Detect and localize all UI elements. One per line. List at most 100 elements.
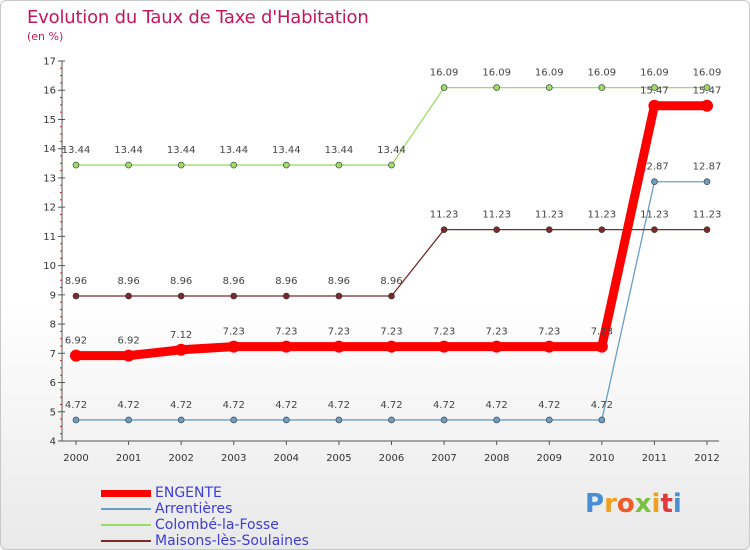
legend-item: Colombé-la-Fosse bbox=[101, 517, 309, 533]
data-point bbox=[125, 416, 132, 424]
data-point bbox=[545, 416, 553, 424]
y-tick-label: 13 bbox=[43, 173, 56, 184]
legend-swatch bbox=[101, 524, 151, 526]
data-point bbox=[230, 416, 238, 424]
logo-letter: x bbox=[634, 489, 652, 519]
x-tick-label: 2008 bbox=[484, 453, 509, 464]
data-point bbox=[598, 416, 606, 424]
data-label: 4.72 bbox=[170, 400, 192, 411]
x-tick-label: 2002 bbox=[168, 453, 193, 464]
y-tick-label: 11 bbox=[43, 232, 56, 243]
legend-swatch bbox=[101, 489, 151, 497]
legend-swatch bbox=[101, 508, 151, 510]
data-label: 11.23 bbox=[588, 210, 617, 221]
data-point bbox=[122, 349, 135, 362]
data-label: 7.12 bbox=[170, 330, 192, 341]
data-label: 16.09 bbox=[535, 68, 564, 79]
logo-letter: o bbox=[616, 489, 635, 519]
logo-letter: t bbox=[660, 489, 673, 519]
data-label: 8.96 bbox=[328, 276, 350, 287]
data-label: 8.96 bbox=[275, 276, 297, 287]
y-tick-label: 9 bbox=[50, 290, 56, 301]
data-point bbox=[388, 161, 395, 169]
legend-label: Maisons-lès-Soulaines bbox=[155, 533, 309, 549]
data-point bbox=[125, 161, 132, 169]
data-label: 15.47 bbox=[640, 86, 669, 97]
data-label: 11.23 bbox=[430, 210, 459, 221]
data-label: 16.09 bbox=[482, 68, 511, 79]
data-label: 16.09 bbox=[693, 68, 722, 79]
series-line bbox=[71, 101, 712, 361]
data-point bbox=[280, 340, 293, 353]
data-label: 7.23 bbox=[380, 327, 402, 338]
x-tick-label: 2006 bbox=[379, 453, 404, 464]
data-label: 16.09 bbox=[640, 68, 669, 79]
data-point bbox=[701, 99, 713, 112]
data-label: 11.23 bbox=[693, 210, 722, 221]
data-label: 8.96 bbox=[117, 276, 139, 287]
data-point bbox=[72, 292, 80, 300]
data-label: 6.92 bbox=[65, 336, 87, 347]
data-point bbox=[490, 340, 503, 353]
data-point bbox=[440, 84, 448, 91]
data-point bbox=[230, 292, 238, 300]
data-label: 11.23 bbox=[482, 210, 511, 221]
data-point bbox=[335, 161, 343, 169]
data-point bbox=[648, 99, 661, 112]
data-label: 7.23 bbox=[433, 327, 455, 338]
x-tick-label: 2012 bbox=[694, 453, 719, 464]
y-tick-label: 14 bbox=[43, 144, 56, 155]
data-label: 13.44 bbox=[219, 145, 248, 156]
data-label: 16.09 bbox=[588, 68, 617, 79]
data-point bbox=[177, 416, 185, 424]
data-point bbox=[651, 226, 658, 233]
data-label: 16.09 bbox=[430, 68, 459, 79]
data-label: 13.44 bbox=[62, 145, 91, 156]
data-point bbox=[438, 340, 451, 353]
logo-letter: i bbox=[651, 489, 661, 519]
x-tick-label: 2005 bbox=[326, 453, 351, 464]
data-point bbox=[651, 84, 658, 91]
data-point bbox=[385, 340, 398, 353]
legend-item: ENGENTE bbox=[101, 485, 309, 501]
data-point bbox=[493, 226, 500, 233]
data-label: 15.47 bbox=[693, 86, 722, 97]
data-point bbox=[332, 340, 345, 353]
data-point bbox=[493, 416, 500, 424]
data-point bbox=[545, 226, 553, 233]
data-label: 13.44 bbox=[272, 145, 301, 156]
data-point bbox=[177, 161, 185, 169]
y-tick-label: 16 bbox=[43, 86, 56, 97]
data-point bbox=[283, 416, 290, 424]
y-tick-label: 4 bbox=[50, 437, 56, 448]
data-label: 8.96 bbox=[223, 276, 245, 287]
data-label: 4.72 bbox=[223, 400, 245, 411]
data-label: 6.92 bbox=[117, 336, 139, 347]
data-point bbox=[335, 292, 343, 300]
data-point bbox=[703, 226, 711, 233]
y-tick-label: 15 bbox=[43, 115, 56, 126]
data-label: 4.72 bbox=[433, 400, 455, 411]
data-label: 13.44 bbox=[377, 145, 406, 156]
data-point bbox=[230, 161, 238, 169]
data-point bbox=[70, 349, 82, 362]
data-label: 4.72 bbox=[65, 400, 87, 411]
data-label: 8.96 bbox=[380, 276, 402, 287]
data-label: 13.44 bbox=[325, 145, 354, 156]
y-tick-label: 7 bbox=[50, 349, 56, 360]
data-label: 4.72 bbox=[328, 400, 350, 411]
data-label: 8.96 bbox=[65, 276, 87, 287]
legend-item: Maisons-lès-Soulaines bbox=[101, 533, 309, 549]
data-point bbox=[177, 292, 185, 300]
chart-legend: ENGENTE Arrentières Colombé-la-Fosse Maison… bbox=[101, 485, 309, 549]
x-tick-label: 2007 bbox=[431, 453, 456, 464]
data-point bbox=[598, 84, 606, 91]
data-label: 4.72 bbox=[591, 400, 613, 411]
data-label: 7.23 bbox=[328, 327, 350, 338]
y-axis-unit: (en %) bbox=[27, 30, 64, 43]
data-point bbox=[651, 178, 658, 186]
data-label: 11.23 bbox=[535, 210, 564, 221]
chart-title: Evolution du Taux de Taxe d'Habitation bbox=[27, 7, 369, 28]
data-label: 12.87 bbox=[640, 162, 669, 173]
